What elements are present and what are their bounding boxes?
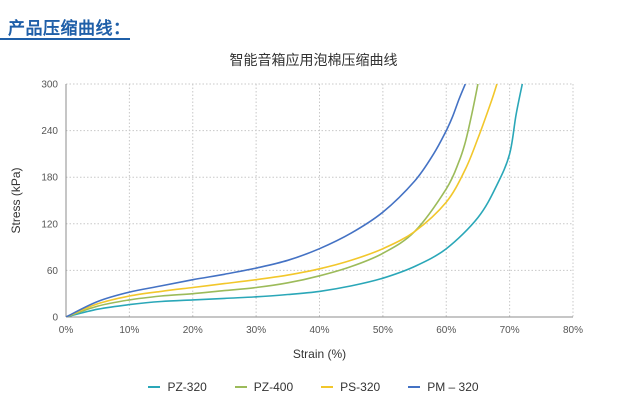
legend-label: PZ-320 — [167, 380, 207, 394]
y-tick-label: 240 — [41, 126, 58, 137]
legend-item: PZ-400 — [234, 380, 294, 394]
grid — [66, 83, 574, 317]
legend-item: PM – 320 — [408, 380, 479, 394]
legend-swatch — [234, 386, 247, 388]
series-lines — [66, 84, 524, 317]
legend-label: PM – 320 — [427, 380, 479, 394]
x-tick-label: 0% — [59, 325, 74, 336]
x-tick-label: 60% — [436, 325, 456, 336]
y-tick-label: 120 — [41, 219, 58, 230]
x-tick-label: 30% — [246, 325, 266, 336]
y-tick-label: 300 — [41, 80, 58, 91]
legend-item: PS-320 — [321, 380, 380, 394]
x-tick-label: 50% — [373, 325, 393, 336]
x-tick-label: 20% — [183, 325, 203, 336]
y-tick-label: 60 — [47, 266, 59, 277]
tick-labels: 0% 10% 20% 30% 40% 50% 60% 70% 80% 0 60 120 180 240 30… — [41, 80, 583, 337]
legend-swatch — [148, 386, 161, 388]
legend-item: PZ-320 — [148, 380, 207, 394]
series-line-ps-320 — [66, 84, 498, 317]
series-line-pz-320 — [66, 84, 524, 317]
x-tick-label: 70% — [500, 325, 520, 336]
legend-swatch — [321, 386, 334, 388]
y-axis-label: Stress (kPa) — [9, 167, 23, 233]
legend-label: PS-320 — [340, 380, 381, 394]
x-tick-label: 40% — [309, 325, 329, 336]
series-line-pz-400 — [66, 84, 479, 317]
legend: PZ-320 PZ-400 PS-320 PM – 320 — [0, 380, 627, 394]
x-tick-label: 80% — [563, 325, 583, 336]
y-tick-label: 0 — [52, 313, 58, 324]
chart-title: 智能音箱应用泡棉压缩曲线 — [229, 53, 398, 69]
axes — [65, 84, 573, 318]
x-axis-label: Strain (%) — [293, 347, 346, 361]
legend-swatch — [408, 386, 421, 388]
x-tick-label: 10% — [119, 325, 139, 336]
series-line-pm-320 — [66, 84, 467, 317]
legend-label: PZ-400 — [253, 380, 294, 394]
heading-underline — [0, 38, 130, 40]
y-tick-label: 180 — [41, 173, 58, 184]
section-heading: 产品压缩曲线： — [8, 19, 131, 39]
